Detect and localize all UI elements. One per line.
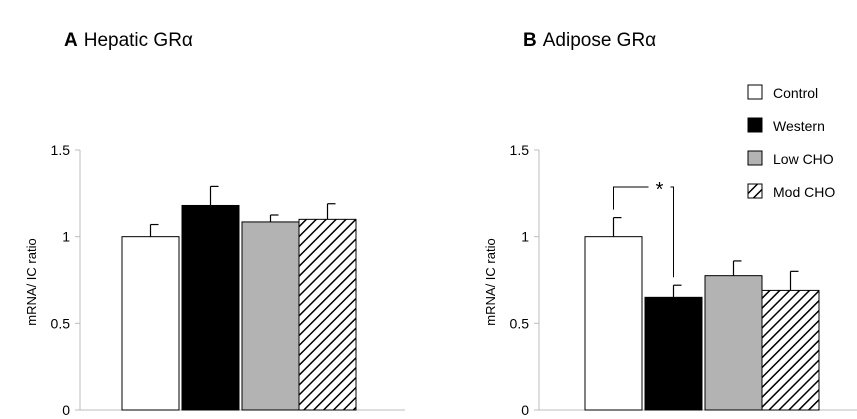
- legend-swatch-low-cho: [747, 150, 763, 166]
- panel-b-bar-western: [644, 296, 703, 411]
- legend-label-low-cho: Low CHO: [773, 151, 834, 167]
- panel-a-y-tick-label: 1: [62, 229, 70, 245]
- panel-b-letter: B: [523, 30, 537, 51]
- panel-b-ylabel: mRNA/ IC ratio: [483, 238, 498, 325]
- panel-a-bar-western: [181, 204, 240, 411]
- panel-a-y-tick-label: 0: [62, 402, 70, 418]
- legend: Control Western Low CHO Mod CHO: [747, 84, 835, 200]
- panel-b-title: B Adipose GRα: [523, 30, 656, 51]
- panel-a-bar-control: [121, 236, 180, 411]
- panel-b-title-text: Adipose GRα: [543, 30, 656, 51]
- panel-a-bar-mod-cho: [298, 218, 357, 411]
- panel-a-bar-low-cho: [241, 221, 300, 411]
- panel-a-title: A Hepatic GRα: [64, 30, 193, 51]
- legend-label-western: Western: [773, 118, 825, 134]
- panel-hepatic: A Hepatic GRα mRNA/ IC ratio 0 0.5 1 1.5: [24, 30, 405, 418]
- legend-swatch-control: [747, 84, 763, 100]
- panel-b-bar-control: [584, 236, 643, 411]
- legend-swatch-mod-cho: [747, 183, 763, 199]
- panel-b-y-tick-label: 1.5: [510, 142, 530, 158]
- panel-a-y-tick-label: 1.5: [51, 142, 71, 158]
- panel-a-y-tick-label: 0.5: [51, 315, 71, 331]
- panel-adipose: B Adipose GRα mRNA/ IC ratio 0 0.5 1 1.5 *: [483, 30, 857, 418]
- legend-label-control: Control: [773, 85, 818, 101]
- legend-swatch-western: [747, 117, 763, 133]
- significance-star: *: [656, 179, 664, 201]
- panel-a-title-text: Hepatic GRα: [84, 30, 193, 51]
- panel-a-letter: A: [64, 30, 78, 51]
- panel-b-bar-mod-cho: [761, 289, 820, 411]
- significance-bracket-left: [613, 186, 649, 210]
- significance-bracket-right: [670, 186, 674, 278]
- panel-b-y-tick-label: 0.5: [510, 315, 530, 331]
- panel-b-y-tick-label: 0: [521, 402, 529, 418]
- legend-label-mod-cho: Mod CHO: [773, 184, 835, 200]
- panel-a-ylabel: mRNA/ IC ratio: [24, 238, 39, 325]
- panel-b-y-tick-label: 1: [521, 229, 529, 245]
- panel-b-bar-low-cho: [704, 275, 763, 411]
